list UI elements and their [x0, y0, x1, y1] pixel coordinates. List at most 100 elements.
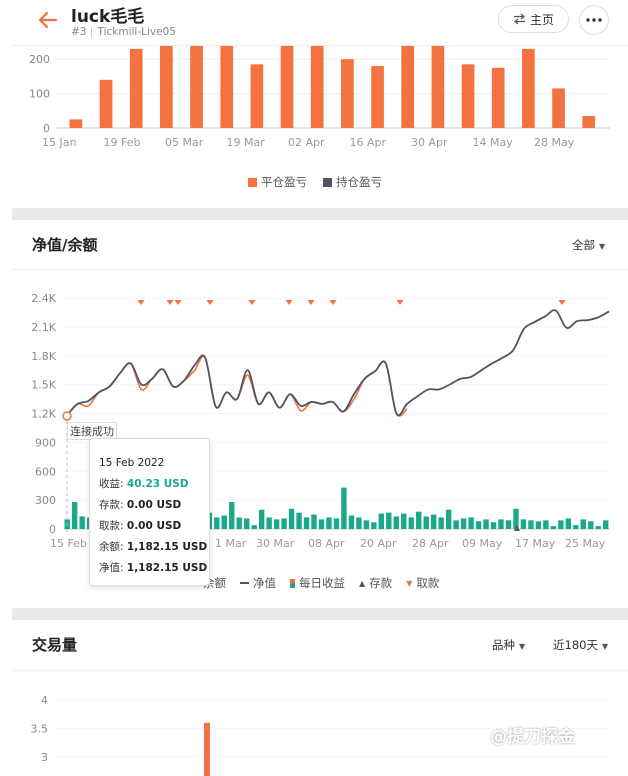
- daily-profit-bar: [333, 518, 340, 529]
- daily-profit-bar: [423, 516, 429, 529]
- daily-profit-bar: [386, 512, 392, 529]
- pnl-bar: [371, 66, 384, 128]
- daily-profit-bar: [535, 521, 542, 529]
- daily-profit-bar: [311, 514, 317, 529]
- withdraw-marker: [174, 300, 182, 305]
- back-arrow-icon[interactable]: [36, 8, 60, 32]
- daily-profit-bar: [251, 525, 257, 529]
- daily-profit-bar: [460, 518, 467, 529]
- daily-profit-bar: [558, 520, 564, 529]
- legend-closed-pnl[interactable]: 平仓盈亏: [248, 174, 307, 190]
- pnl-bar: [491, 67, 505, 128]
- pnl-bar: [341, 59, 354, 129]
- daily-profit-bar: [580, 519, 586, 529]
- equity-y-tick: 0: [49, 523, 56, 536]
- period-filter-dropdown[interactable]: 近180天 ▼: [553, 637, 608, 653]
- volume-y-tick: 3: [41, 751, 48, 764]
- pnl-bar: [522, 48, 535, 128]
- daily-profit-bar: [483, 519, 489, 529]
- equity-chart: 2.4K 2.1K 1.8K 1.5K 1.2K 900 600 300 0 15 Feb 1 M…: [31, 292, 610, 550]
- home-button[interactable]: 主页: [498, 5, 569, 33]
- section-divider: [12, 608, 628, 620]
- pnl-y-tick: 100: [29, 88, 50, 101]
- daily-profit-bar: [378, 513, 385, 529]
- watermark: @提刀探金: [490, 727, 575, 747]
- daily-profit-bar: [303, 517, 310, 529]
- daily-profit-bar: [490, 522, 497, 529]
- daily-profit-bar: [520, 519, 527, 529]
- tooltip-equity-value: 1,182.15 USD: [126, 562, 208, 574]
- equity-x-tick: 09 May: [462, 537, 503, 550]
- tooltip-balance-label: 余额:: [99, 541, 124, 553]
- legend-withdraw[interactable]: ▼ 取款: [406, 575, 439, 591]
- equity-filter-dropdown[interactable]: 全部 ▼: [572, 237, 605, 253]
- pnl-x-tick: 14 May: [473, 136, 514, 149]
- volume-card: 交易量 品种 ▼ 近180天 ▼ 4 3.5 3: [12, 620, 628, 776]
- equity-x-tick: 15 Feb: [50, 537, 87, 550]
- daily-profit-bar: [438, 517, 444, 529]
- equity-line: [66, 309, 610, 417]
- daily-profit-bar: [244, 518, 250, 529]
- tooltip-withdraw-label: 取款:: [99, 520, 124, 532]
- volume-y-tick: 4: [41, 694, 48, 707]
- daily-profit-bar: [221, 515, 227, 529]
- more-dots-icon: [586, 18, 602, 22]
- pnl-x-tick: 30 Apr: [411, 136, 448, 149]
- legend-daily-profit[interactable]: 每日收益: [290, 575, 345, 591]
- daily-profit-bar: [229, 502, 235, 529]
- daily-profit-bar: [475, 521, 482, 529]
- account-subtitle: #3 Tickmill-Live05: [71, 26, 176, 38]
- open-pnl-swatch: [323, 177, 332, 187]
- daily-profit-bar: [416, 511, 422, 529]
- legend-daily-label: 每日收益: [299, 576, 345, 590]
- equity-header-divider: [12, 269, 628, 270]
- daily-profit-bar: [513, 508, 519, 529]
- pnl-y-tick: 200: [29, 53, 50, 66]
- legend-deposit[interactable]: ▲ 存款: [359, 575, 392, 591]
- daily-profit-bar: [266, 517, 272, 529]
- equity-y-tick: 2.1K: [31, 321, 56, 334]
- swap-icon: [513, 13, 525, 25]
- more-button[interactable]: [579, 5, 609, 35]
- equity-swatch: [240, 582, 249, 584]
- withdraw-marker: [558, 300, 566, 305]
- daily-profit-bar: [258, 509, 265, 529]
- pnl-bar: [431, 46, 445, 128]
- page-title: luck毛毛: [71, 7, 145, 27]
- equity-x-tick: 25 May: [565, 537, 606, 550]
- balance-line: [66, 355, 408, 417]
- daily-profit-bar: [550, 526, 557, 529]
- daily-profit-bar: [430, 514, 437, 529]
- tooltip-balance-row: 余额: 1,182.15 USD: [99, 537, 209, 558]
- pnl-x-tick: 16 Apr: [350, 136, 387, 149]
- equity-title: 净值/余额: [32, 236, 98, 254]
- legend-open-pnl[interactable]: 持仓盈亏: [323, 174, 382, 190]
- pnl-bar: [220, 46, 234, 128]
- withdraw-marker: [137, 300, 145, 305]
- daily-profit-bar: [453, 520, 459, 529]
- daily-profit-bar: [573, 525, 579, 529]
- volume-y-tick: 3.5: [31, 723, 49, 736]
- equity-y-tick: 900: [35, 436, 56, 449]
- legend-equity[interactable]: 净值: [240, 575, 276, 591]
- volume-title: 交易量: [32, 636, 78, 654]
- symbol-filter-dropdown[interactable]: 品种 ▼: [492, 637, 525, 653]
- tooltip-deposit-label: 存款:: [99, 499, 124, 511]
- daily-profit-bar: [595, 526, 601, 529]
- account-label: Tickmill-Live05: [97, 26, 176, 38]
- deposit-triangle-icon: ▲: [359, 578, 366, 588]
- pnl-card: 200 100 0 15 Jan 19 Feb 05 Mar 19 Mar 02 Apr 16…: [12, 46, 628, 208]
- equity-x-tick: 28 Apr: [412, 537, 449, 550]
- daily-profit-bar: [603, 520, 609, 529]
- legend-withdraw-label: 取款: [416, 576, 440, 590]
- hover-point: [62, 411, 72, 421]
- symbol-filter-label: 品种: [492, 638, 515, 652]
- daily-profit-bar: [505, 520, 512, 529]
- daily-profit-bar: [273, 519, 280, 529]
- equity-x-tick: 20 Apr: [360, 537, 397, 550]
- equity-y-tick: 600: [35, 465, 56, 478]
- home-button-label: 主页: [529, 12, 554, 27]
- pnl-bar: [250, 64, 264, 128]
- daily-profit-bar: [318, 519, 325, 529]
- legend-closed-label: 平仓盈亏: [261, 175, 307, 189]
